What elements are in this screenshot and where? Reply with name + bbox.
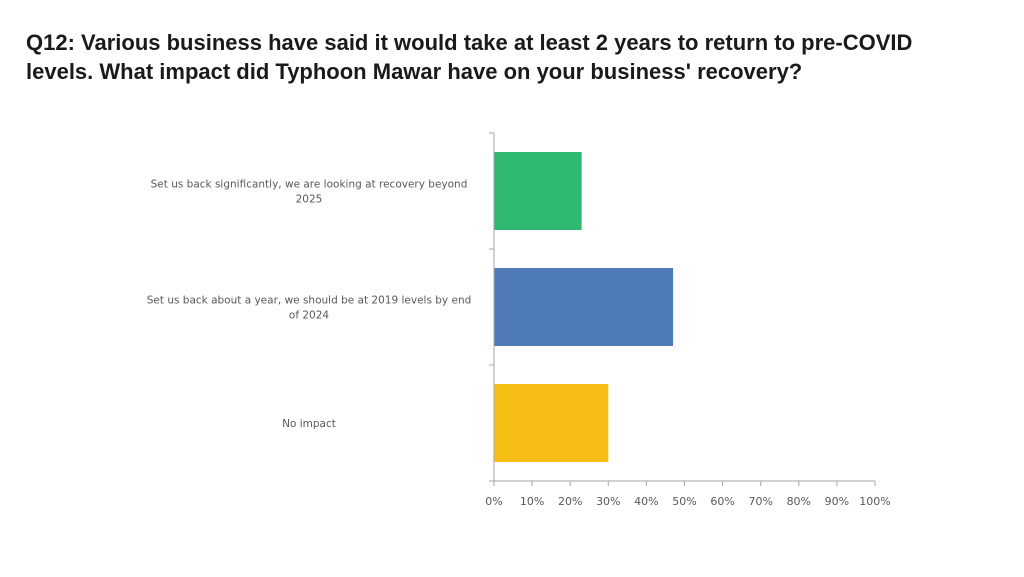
x-tick-label: 100%	[859, 495, 890, 508]
category-label: No impact	[282, 418, 336, 430]
bar-3	[494, 384, 609, 462]
category-label: Set us back significantly, we are lookin…	[151, 179, 468, 206]
x-tick-label: 90%	[825, 495, 849, 508]
x-tick-label: 80%	[787, 495, 811, 508]
page-title: Q12: Various business have said it would…	[26, 30, 913, 84]
x-tick-label: 0%	[485, 495, 502, 508]
x-tick-label: 50%	[672, 495, 696, 508]
x-tick-label: 40%	[634, 495, 658, 508]
bar-2	[494, 268, 674, 346]
x-tick-label: 20%	[558, 495, 582, 508]
bar-1	[494, 152, 582, 230]
chart-axes	[489, 132, 876, 486]
category-labels: Set us back significantly, we are lookin…	[147, 179, 472, 431]
x-tick-label: 10%	[520, 495, 544, 508]
x-tick-label: 30%	[596, 495, 620, 508]
x-tick-label: 70%	[748, 495, 772, 508]
x-tick-label: 60%	[710, 495, 734, 508]
chart-bars	[494, 152, 674, 462]
tick-labels: 0% 10% 20% 30% 40% 50% 60% 70% 80% 90% 100%	[485, 495, 890, 508]
category-label: Set us back about a year, we should be a…	[147, 295, 472, 322]
